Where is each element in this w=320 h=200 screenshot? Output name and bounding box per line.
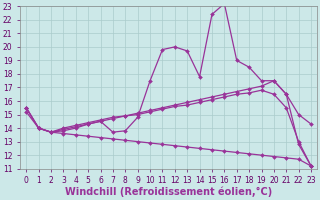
X-axis label: Windchill (Refroidissement éolien,°C): Windchill (Refroidissement éolien,°C) xyxy=(65,187,272,197)
